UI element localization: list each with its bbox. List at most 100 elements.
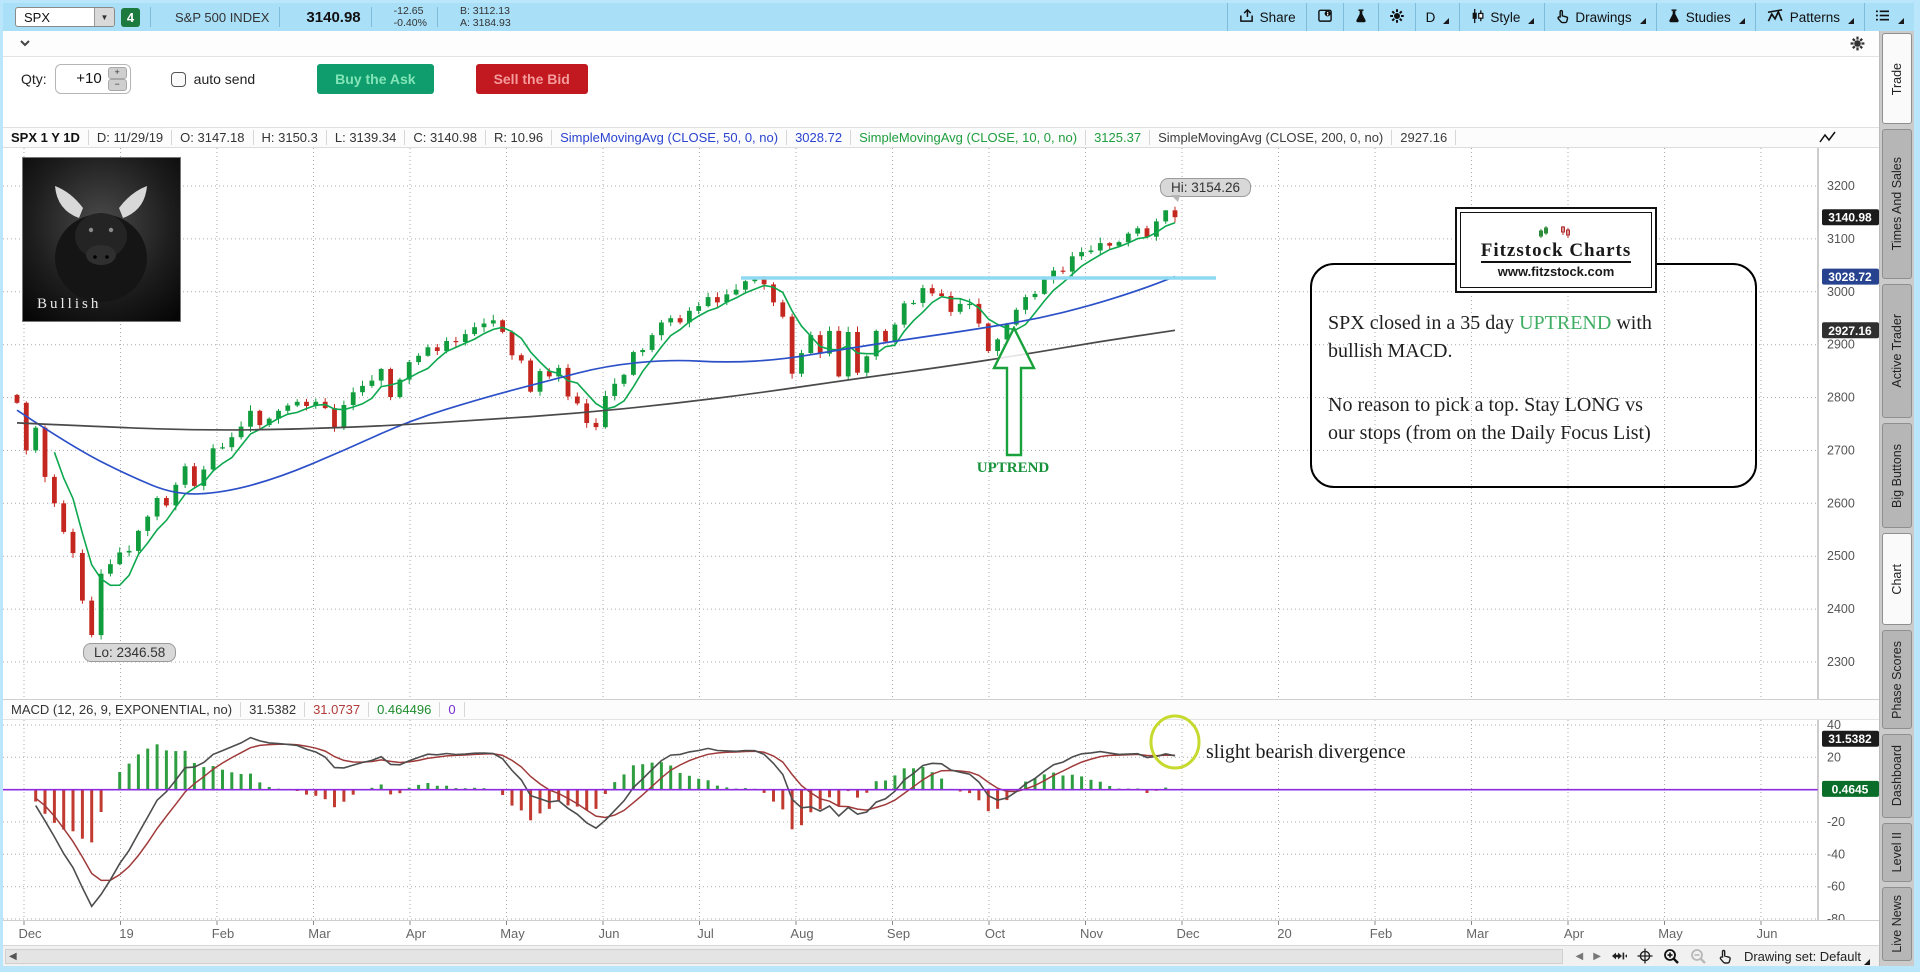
svg-text:2600: 2600 <box>1827 496 1855 510</box>
drawings-button[interactable]: Drawings <box>1544 3 1655 31</box>
annotation-line-3: No reason to pick a top. Stay LONG vs <box>1328 394 1643 416</box>
macd-value-3: 0 <box>440 702 465 717</box>
qty-decrease-button[interactable]: − <box>107 79 127 91</box>
zigzag-chart-icon[interactable] <box>1819 131 1836 147</box>
gear-icon[interactable] <box>1849 35 1866 52</box>
price-chart-svg[interactable]: 3200 3100 3000 2900 2800 2700 2600 2500 2400 2300… <box>3 148 1880 699</box>
macd-value-0: 31.5382 <box>241 702 306 717</box>
symbol-description: S&P 500 INDEX <box>175 9 270 25</box>
pan-icon[interactable] <box>1611 949 1627 963</box>
sidebar-tab-times-and-sales[interactable]: Times And Sales <box>1882 129 1912 279</box>
svg-text:20: 20 <box>1827 750 1841 764</box>
ohlc-field-0: D: 11/29/19 <box>89 130 173 145</box>
share-button[interactable]: Share <box>1226 3 1306 31</box>
chevron-down-icon[interactable] <box>17 38 33 50</box>
svg-text:2927.16: 2927.16 <box>1828 324 1872 338</box>
svg-text:Aug: Aug <box>790 926 813 941</box>
list-icon <box>1875 9 1890 25</box>
sidebar-tab-live-news[interactable]: Live News <box>1882 887 1912 961</box>
ohlc-field-5: R: 10.96 <box>486 130 553 145</box>
annotation-line-4: our stops (from on the Daily Focus List) <box>1328 422 1651 444</box>
svg-text:May: May <box>500 926 525 941</box>
step-forward-icon[interactable]: ▶ <box>1593 950 1601 962</box>
studies-label: Studies <box>1685 9 1731 25</box>
quantity-stepper[interactable]: +10 + − <box>54 64 131 94</box>
svg-text:Oct: Oct <box>985 926 1006 941</box>
study-label-2: SimpleMovingAvg (CLOSE, 200, 0, no) <box>1150 130 1393 145</box>
settings-button[interactable] <box>1377 3 1415 31</box>
annotation-line-2: bullish MACD. <box>1328 340 1453 362</box>
change-percent: -0.40% <box>393 17 427 29</box>
more-button[interactable] <box>1864 3 1914 31</box>
drawing-set-selector[interactable]: Drawing set: Default <box>1744 949 1870 964</box>
auto-send-checkbox[interactable] <box>170 71 186 87</box>
sidebar-tab-phase-scores[interactable]: Phase Scores <box>1882 629 1912 730</box>
qty-value: +10 <box>76 70 102 87</box>
svg-text:slight bearish divergence: slight bearish divergence <box>1206 741 1406 763</box>
patterns-button[interactable]: Patterns <box>1754 3 1864 31</box>
divider <box>370 7 372 27</box>
scroll-left-icon[interactable]: ◀ <box>9 950 17 962</box>
svg-text:-40: -40 <box>1827 847 1845 861</box>
zoom-out-icon[interactable] <box>1690 948 1707 965</box>
timeframe-label: D <box>1425 9 1436 25</box>
sidebar-tab-big-buttons[interactable]: Big Buttons <box>1882 422 1912 529</box>
sidebar-tab-level-ii[interactable]: Level II <box>1882 822 1912 883</box>
zoom-in-icon[interactable] <box>1663 948 1680 965</box>
time-axis-svg: Dec 19 Feb Mar Apr May Jun Jul Aug Sep Oct Nov Dec 20… <box>18 921 1777 941</box>
symbol-value: SPX <box>24 9 51 25</box>
sidebar-tab-chart[interactable]: Chart <box>1882 533 1912 625</box>
time-axis: Dec 19 Feb Mar Apr May Jun Jul Aug Sep Oct Nov Dec 20… <box>3 920 1880 945</box>
hand-icon <box>1555 8 1570 27</box>
sell-the-bid-button[interactable]: Sell the Bid <box>475 64 588 94</box>
sidebar-tab-label: Chart <box>1890 563 1904 595</box>
timeframe-button[interactable]: D <box>1414 3 1460 31</box>
qty-increase-button[interactable]: + <box>107 67 127 79</box>
bottom-toolbar: ◀ ◀ ▶ Drawing set: Default <box>3 945 1880 966</box>
analyze-button[interactable] <box>1342 3 1378 31</box>
symbol-select[interactable]: SPX ▼ <box>15 7 115 27</box>
svg-text:Sep: Sep <box>887 926 910 941</box>
svg-text:3100: 3100 <box>1827 232 1855 246</box>
sidebar-tab-active-trader[interactable]: Active Trader <box>1882 283 1912 418</box>
svg-text:Mar: Mar <box>1466 926 1489 941</box>
crosshair-icon[interactable] <box>1637 948 1653 964</box>
step-back-icon[interactable]: ◀ <box>1575 950 1584 962</box>
sun-gear-icon <box>1389 8 1405 27</box>
svg-text:Dec: Dec <box>18 926 42 941</box>
change-value: -12.65 <box>393 5 424 17</box>
svg-text:Dec: Dec <box>1176 926 1200 941</box>
alerts-badge[interactable]: 4 <box>121 7 140 27</box>
ohlc-field-2: H: 3150.3 <box>254 130 327 145</box>
annotation-note: SPX closed in a 35 day UPTREND with bull… <box>1310 263 1757 488</box>
sidebar-tab-label: Times And Sales <box>1890 157 1904 251</box>
change-block: -12.65 -0.40% <box>394 5 427 29</box>
ohlc-field-4: C: 3140.98 <box>405 130 486 145</box>
bull-caption: Bullish <box>37 296 102 312</box>
studies-button[interactable]: Studies <box>1655 3 1755 31</box>
sidebar-tab-trade[interactable]: Trade <box>1882 33 1912 125</box>
price-chart-pane[interactable]: 3200 3100 3000 2900 2800 2700 2600 2500 2400 2300… <box>3 148 1880 699</box>
ohlc-field-1: O: 3147.18 <box>172 130 254 145</box>
sidebar-tab-label: Trade <box>1890 62 1904 95</box>
svg-text:2900: 2900 <box>1827 338 1855 352</box>
svg-text:3000: 3000 <box>1827 285 1855 299</box>
chart-scrollbar[interactable]: ◀ <box>5 948 1563 964</box>
svg-text:3140.98: 3140.98 <box>1828 211 1872 225</box>
style-button[interactable]: Style <box>1459 3 1544 31</box>
chevron-down-icon[interactable]: ▼ <box>94 8 114 26</box>
notes-button[interactable] <box>1305 3 1343 31</box>
svg-text:3200: 3200 <box>1827 179 1855 193</box>
hand-tool-icon[interactable] <box>1717 948 1733 964</box>
macd-study-label: MACD (12, 26, 9, EXPONENTIAL, no) <box>3 702 242 717</box>
study-value-2: 2927.16 <box>1392 130 1457 145</box>
sidebar-tab-dashboard[interactable]: Dashboard <box>1882 734 1912 818</box>
svg-text:0.4645: 0.4645 <box>1832 782 1869 796</box>
svg-text:Jun: Jun <box>599 926 620 941</box>
study-value-0: 3028.72 <box>787 130 852 145</box>
divider <box>279 7 281 27</box>
buy-the-ask-button[interactable]: Buy the Ask <box>317 64 434 94</box>
macd-chart-pane[interactable]: 40 20 -20 -40 -60 -80 31.5382 0.4645 slight bear… <box>3 714 1880 926</box>
flask-icon <box>1667 8 1681 27</box>
